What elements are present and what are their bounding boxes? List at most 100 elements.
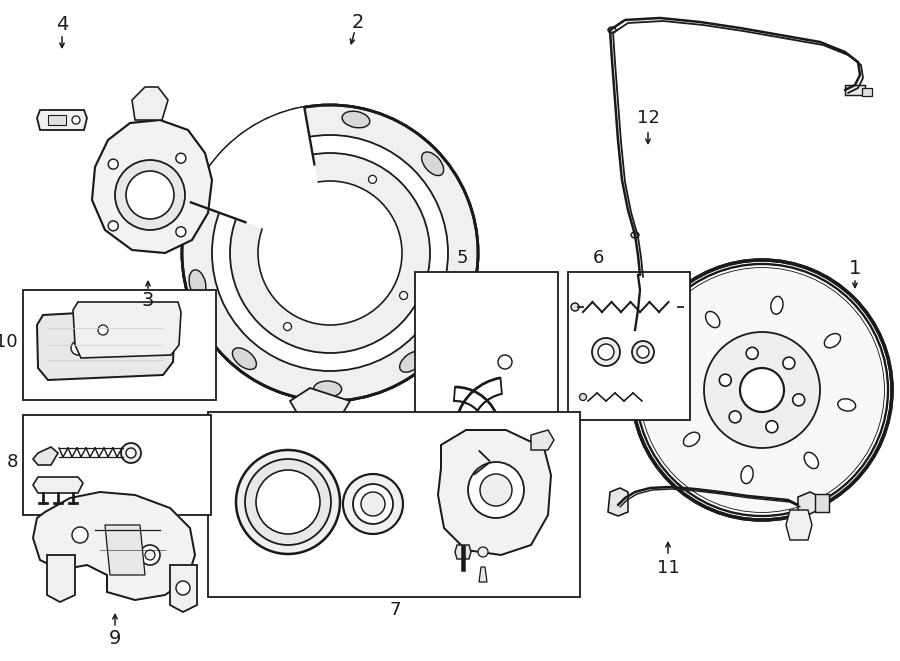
Circle shape xyxy=(121,443,141,463)
Bar xyxy=(845,85,865,95)
Ellipse shape xyxy=(232,348,256,369)
Circle shape xyxy=(480,474,512,506)
Circle shape xyxy=(176,227,186,237)
Circle shape xyxy=(571,303,579,311)
Polygon shape xyxy=(798,492,818,514)
Ellipse shape xyxy=(400,351,424,372)
Ellipse shape xyxy=(741,466,753,484)
Polygon shape xyxy=(33,447,58,465)
Text: 1: 1 xyxy=(849,258,861,278)
Circle shape xyxy=(176,153,186,163)
Bar xyxy=(415,272,558,420)
Circle shape xyxy=(236,450,340,554)
Polygon shape xyxy=(628,328,648,340)
Polygon shape xyxy=(33,477,83,493)
Ellipse shape xyxy=(824,334,841,348)
Polygon shape xyxy=(170,565,197,612)
Ellipse shape xyxy=(669,369,686,381)
Polygon shape xyxy=(479,567,487,582)
Circle shape xyxy=(212,135,448,371)
Polygon shape xyxy=(73,302,181,358)
Polygon shape xyxy=(438,430,551,555)
Circle shape xyxy=(592,338,620,366)
Wedge shape xyxy=(191,107,330,253)
Text: 10: 10 xyxy=(0,333,18,351)
Bar xyxy=(862,88,872,96)
Circle shape xyxy=(468,462,524,518)
Ellipse shape xyxy=(197,182,216,209)
Circle shape xyxy=(98,325,108,335)
Ellipse shape xyxy=(256,122,281,141)
Circle shape xyxy=(632,341,654,363)
Circle shape xyxy=(478,547,488,557)
Text: 2: 2 xyxy=(352,13,365,32)
Bar xyxy=(23,415,211,515)
Ellipse shape xyxy=(608,27,616,33)
Bar xyxy=(568,272,690,420)
Circle shape xyxy=(245,459,331,545)
Circle shape xyxy=(126,171,174,219)
Text: 8: 8 xyxy=(6,453,18,471)
Ellipse shape xyxy=(770,296,783,314)
Polygon shape xyxy=(786,510,812,540)
Circle shape xyxy=(766,420,778,433)
Text: 7: 7 xyxy=(389,601,400,619)
Circle shape xyxy=(72,116,80,124)
Circle shape xyxy=(252,206,260,215)
Circle shape xyxy=(284,323,292,330)
Ellipse shape xyxy=(421,152,444,176)
Circle shape xyxy=(793,394,805,406)
Ellipse shape xyxy=(631,232,639,238)
Circle shape xyxy=(719,374,732,386)
Polygon shape xyxy=(531,430,554,450)
Polygon shape xyxy=(33,492,195,600)
Circle shape xyxy=(126,448,136,458)
Ellipse shape xyxy=(313,381,342,397)
Polygon shape xyxy=(105,525,145,575)
Circle shape xyxy=(783,357,795,369)
Circle shape xyxy=(343,474,403,534)
Text: 12: 12 xyxy=(636,109,660,127)
Bar xyxy=(815,494,829,512)
Circle shape xyxy=(361,492,385,516)
Ellipse shape xyxy=(706,311,720,328)
Text: 3: 3 xyxy=(142,290,154,309)
Text: 4: 4 xyxy=(56,15,68,34)
Circle shape xyxy=(256,470,320,534)
Text: 5: 5 xyxy=(456,249,468,267)
Circle shape xyxy=(72,527,88,543)
Polygon shape xyxy=(37,110,87,130)
Circle shape xyxy=(176,581,190,595)
Bar xyxy=(48,115,66,125)
Polygon shape xyxy=(92,120,212,253)
Bar xyxy=(23,290,216,400)
Ellipse shape xyxy=(683,432,699,446)
Circle shape xyxy=(115,160,185,230)
Circle shape xyxy=(182,105,478,401)
Ellipse shape xyxy=(838,399,856,411)
Polygon shape xyxy=(47,555,75,602)
Circle shape xyxy=(598,344,614,360)
Circle shape xyxy=(230,153,430,353)
Text: 9: 9 xyxy=(109,629,122,648)
Circle shape xyxy=(140,545,160,565)
Polygon shape xyxy=(455,545,471,559)
Polygon shape xyxy=(608,488,628,516)
Circle shape xyxy=(108,221,118,231)
Circle shape xyxy=(368,175,376,183)
Text: 6: 6 xyxy=(592,249,604,267)
Polygon shape xyxy=(37,308,175,380)
Circle shape xyxy=(145,550,155,560)
Circle shape xyxy=(400,292,408,299)
Ellipse shape xyxy=(342,111,370,128)
Text: 11: 11 xyxy=(657,559,680,577)
Circle shape xyxy=(640,268,884,512)
Circle shape xyxy=(212,135,448,371)
Circle shape xyxy=(498,355,512,369)
Bar xyxy=(208,412,580,597)
Circle shape xyxy=(746,347,758,360)
Circle shape xyxy=(580,393,587,401)
Circle shape xyxy=(108,159,118,169)
Circle shape xyxy=(258,181,402,325)
Circle shape xyxy=(637,346,649,358)
